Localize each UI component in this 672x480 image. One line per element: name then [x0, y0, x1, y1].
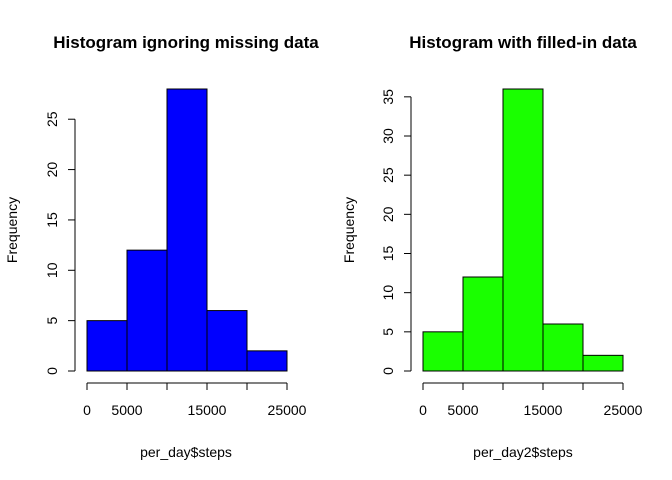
y-tick-label: 10: [44, 262, 60, 278]
y-axis-label: Frequency: [4, 197, 20, 263]
y-tick-label: 30: [380, 128, 396, 144]
y-tick-label: 5: [380, 328, 396, 336]
x-tick-label: 5000: [111, 402, 142, 418]
histogram-panel-filled: Histogram with filled-in data per_day2$s…: [341, 33, 643, 460]
x-tick-label: 0: [83, 402, 91, 418]
histogram-bar: [246, 350, 288, 372]
y-tick-label: 0: [44, 367, 60, 375]
chart-title: Histogram ignoring missing data: [53, 33, 319, 52]
y-tick-label: 10: [380, 285, 396, 301]
histogram-bar: [462, 276, 504, 372]
y-tick-label: 15: [44, 212, 60, 228]
bars: [422, 88, 624, 372]
y-tick-label: 25: [380, 167, 396, 183]
histogram-bar: [86, 320, 128, 372]
histogram-bar: [502, 88, 544, 372]
bars: [86, 88, 288, 372]
x-tick-label: 25000: [604, 402, 643, 418]
y-tick-label: 25: [44, 111, 60, 127]
histogram-bar: [422, 331, 464, 372]
histogram-panel-missing: Histogram ignoring missing data per_day$…: [4, 33, 319, 460]
histogram-bar: [166, 88, 208, 372]
x-tick-label: 5000: [447, 402, 478, 418]
histogram-bar: [542, 323, 584, 372]
x-axis-label: per_day2$steps: [473, 444, 573, 460]
y-axis: 0 5 10 15 20 25: [44, 111, 76, 375]
histogram-bar: [582, 354, 624, 372]
y-axis: 0 5 10 15 20 25 30 35: [380, 89, 412, 375]
x-axis: 0 5000 15000 25000: [83, 382, 307, 418]
x-tick-label: 0: [419, 402, 427, 418]
y-axis-label: Frequency: [341, 197, 357, 263]
y-tick-label: 5: [44, 317, 60, 325]
x-axis-label: per_day$steps: [140, 444, 232, 460]
x-axis: 0 5000 15000 25000: [419, 382, 643, 418]
y-tick-label: 20: [44, 162, 60, 178]
y-tick-label: 20: [380, 206, 396, 222]
x-tick-label: 15000: [524, 402, 563, 418]
x-tick-label: 15000: [188, 402, 227, 418]
histogram-bar: [206, 310, 248, 372]
y-tick-label: 0: [380, 367, 396, 375]
y-tick-label: 15: [380, 246, 396, 262]
histogram-bar: [126, 249, 168, 372]
x-tick-label: 25000: [268, 402, 307, 418]
chart-title: Histogram with filled-in data: [409, 33, 637, 52]
y-tick-label: 35: [380, 89, 396, 105]
